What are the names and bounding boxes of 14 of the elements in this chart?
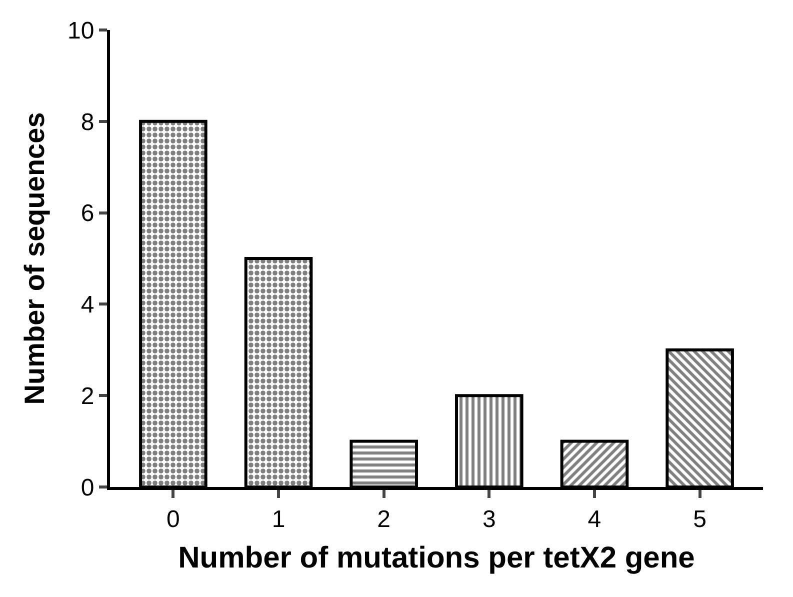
x-tick-label: 0 <box>166 506 180 533</box>
x-axis-title: Number of mutations per tetX2 gene <box>178 541 695 574</box>
y-tick-label: 10 <box>67 17 94 44</box>
x-tick-label: 1 <box>272 506 286 533</box>
y-tick-label: 8 <box>80 108 94 136</box>
y-tick-label: 4 <box>80 292 94 319</box>
x-tick-label: 3 <box>482 506 496 533</box>
x-tick-label: 4 <box>588 506 602 533</box>
y-tick-label: 6 <box>80 200 94 228</box>
y-tick-label: 2 <box>80 383 94 410</box>
y-axis-title: Number of sequences <box>19 112 50 405</box>
x-tick-label: 2 <box>377 506 391 533</box>
y-tick-label: 0 <box>80 474 94 502</box>
x-tick-label: 5 <box>693 506 706 533</box>
